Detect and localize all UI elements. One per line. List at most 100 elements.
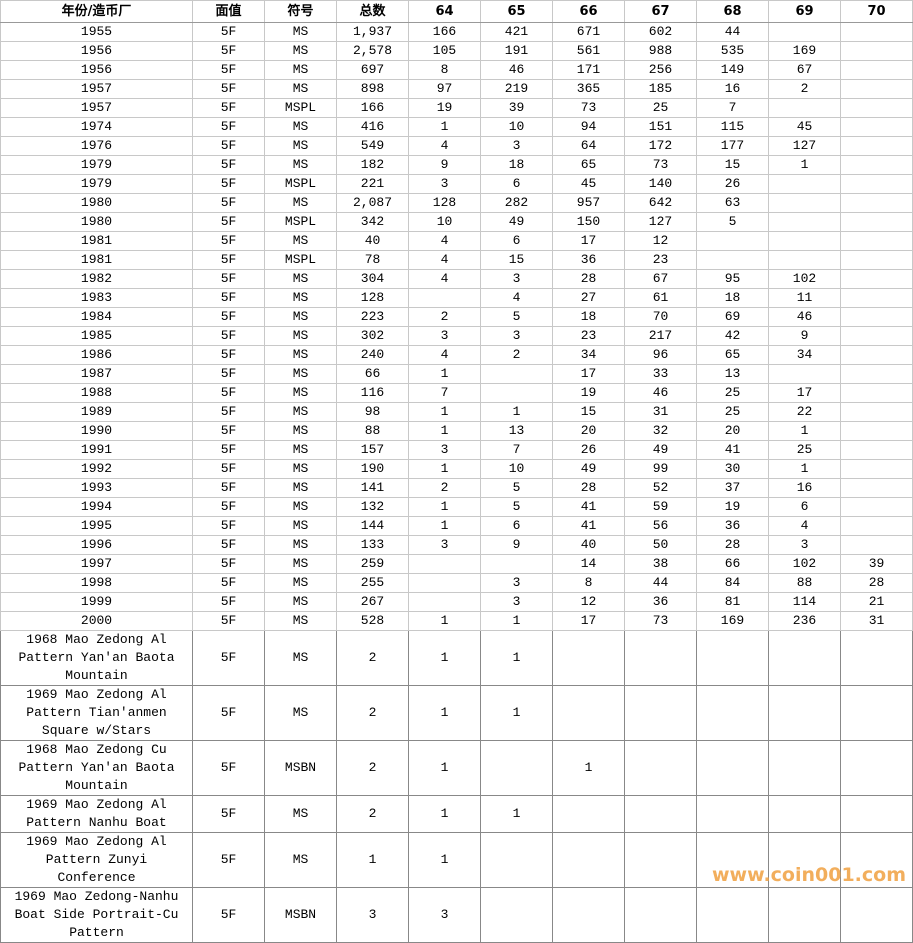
data-cell: 5F xyxy=(192,345,265,365)
table-row: 1980 5F MSPL 342 10 49 150 127 5 xyxy=(0,212,913,232)
data-cell xyxy=(768,98,841,118)
table-row: 1994 5F MS 132 1 5 41 59 19 6 xyxy=(0,497,913,517)
label-cell: 1989 xyxy=(0,402,193,422)
data-cell xyxy=(696,887,769,943)
table-row: 1987 5F MS 66 1 17 33 13 xyxy=(0,364,913,384)
data-cell xyxy=(840,98,913,118)
data-cell: MS xyxy=(264,611,337,631)
table-body: 1955 5F MS 1,937 166 421 671 602 44 1956 5F MS 2,578… xyxy=(0,22,913,943)
data-cell xyxy=(840,60,913,80)
data-cell xyxy=(768,887,841,943)
table-row: 1997 5F MS 259 14 38 66 102 39 xyxy=(0,554,913,574)
data-cell: MS xyxy=(264,497,337,517)
data-cell: 4 xyxy=(408,345,481,365)
data-cell: 219 xyxy=(480,79,553,99)
label-cell: 1986 xyxy=(0,345,193,365)
data-cell: 1 xyxy=(336,832,409,888)
table-row: 1990 5F MS 88 1 13 20 32 20 1 xyxy=(0,421,913,441)
label-cell: 1982 xyxy=(0,269,193,289)
data-cell: 115 xyxy=(696,117,769,137)
data-cell: 26 xyxy=(552,440,625,460)
data-cell xyxy=(768,685,841,741)
data-cell: 5F xyxy=(192,516,265,536)
data-cell: MS xyxy=(264,307,337,327)
header-cell: 面值 xyxy=(192,0,265,23)
data-cell: 1 xyxy=(768,155,841,175)
data-cell: 25 xyxy=(696,402,769,422)
table-row: 1992 5F MS 190 1 10 49 99 30 1 xyxy=(0,459,913,479)
label-cell: 1998 xyxy=(0,573,193,593)
data-cell: 6 xyxy=(480,516,553,536)
data-cell: 1,937 xyxy=(336,22,409,42)
data-cell xyxy=(552,887,625,943)
table-row: 1956 5F MS 2,578 105 191 561 988 535 169 xyxy=(0,41,913,61)
data-cell: 1 xyxy=(480,611,553,631)
label-cell: 1992 xyxy=(0,459,193,479)
data-cell: 32 xyxy=(624,421,697,441)
data-cell: 17 xyxy=(552,364,625,384)
data-cell: 5F xyxy=(192,630,265,686)
label-cell: 1995 xyxy=(0,516,193,536)
data-cell xyxy=(840,535,913,555)
data-cell: 23 xyxy=(552,326,625,346)
data-cell: 102 xyxy=(768,554,841,574)
data-cell: MS xyxy=(264,421,337,441)
label-cell: 1984 xyxy=(0,307,193,327)
data-cell: 18 xyxy=(480,155,553,175)
data-cell: 70 xyxy=(624,307,697,327)
data-cell: 5F xyxy=(192,326,265,346)
data-cell: 19 xyxy=(408,98,481,118)
data-cell: 13 xyxy=(480,421,553,441)
data-cell: 642 xyxy=(624,193,697,213)
data-cell: 141 xyxy=(336,478,409,498)
data-cell: 27 xyxy=(552,288,625,308)
data-cell: MS xyxy=(264,193,337,213)
data-cell: 5F xyxy=(192,832,265,888)
data-cell: 1 xyxy=(408,740,481,796)
data-cell xyxy=(696,250,769,270)
data-cell: 150 xyxy=(552,212,625,232)
data-cell: 13 xyxy=(696,364,769,384)
table-row: 1991 5F MS 157 3 7 26 49 41 25 xyxy=(0,440,913,460)
data-cell: 6 xyxy=(480,174,553,194)
data-cell xyxy=(840,288,913,308)
data-cell: 4 xyxy=(408,269,481,289)
data-cell: 28 xyxy=(696,535,769,555)
data-cell: 11 xyxy=(768,288,841,308)
label-cell: 1956 xyxy=(0,60,193,80)
data-cell xyxy=(768,212,841,232)
data-cell: 37 xyxy=(696,478,769,498)
data-cell: 3 xyxy=(408,535,481,555)
data-cell: 67 xyxy=(768,60,841,80)
data-cell: 3 xyxy=(480,592,553,612)
data-cell: 5 xyxy=(480,478,553,498)
data-cell: 36 xyxy=(552,250,625,270)
data-cell: 66 xyxy=(696,554,769,574)
data-cell: 38 xyxy=(624,554,697,574)
data-cell: MS xyxy=(264,478,337,498)
data-cell: 42 xyxy=(696,326,769,346)
data-cell xyxy=(840,41,913,61)
label-cell: 1968 Mao Zedong Cu Pattern Yan'an Baota … xyxy=(0,740,193,796)
data-cell: 223 xyxy=(336,307,409,327)
data-cell: 3 xyxy=(480,326,553,346)
data-cell: 5F xyxy=(192,740,265,796)
data-cell: 10 xyxy=(480,117,553,137)
label-cell: 1983 xyxy=(0,288,193,308)
data-cell: 64 xyxy=(552,136,625,156)
data-cell xyxy=(840,364,913,384)
data-cell: 1 xyxy=(408,402,481,422)
label-cell: 1979 xyxy=(0,155,193,175)
data-cell: 898 xyxy=(336,79,409,99)
data-cell: 5F xyxy=(192,611,265,631)
label-cell: 1974 xyxy=(0,117,193,137)
label-cell: 1969 Mao Zedong-Nanhu Boat Side Portrait… xyxy=(0,887,193,943)
data-cell: 66 xyxy=(336,364,409,384)
data-cell: 1 xyxy=(408,795,481,833)
data-cell: 957 xyxy=(552,193,625,213)
data-cell: 561 xyxy=(552,41,625,61)
data-cell: MS xyxy=(264,516,337,536)
data-cell: 1 xyxy=(408,421,481,441)
data-cell: 5F xyxy=(192,117,265,137)
data-cell: 19 xyxy=(696,497,769,517)
